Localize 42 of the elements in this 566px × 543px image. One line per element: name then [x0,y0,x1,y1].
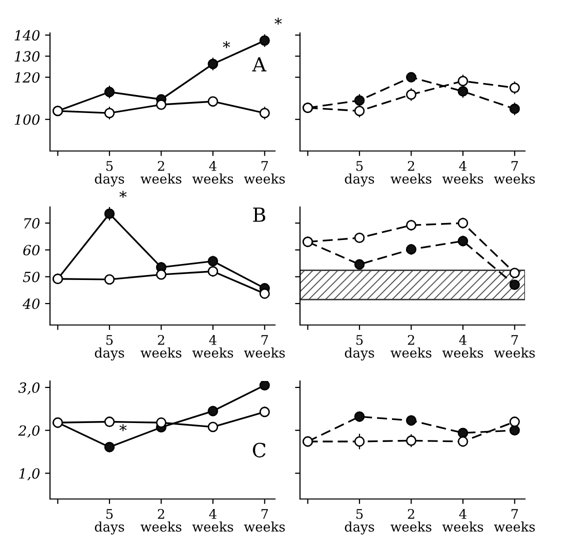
y-tick-label: 50 [22,272,40,282]
x-tick-label: 2 weeks [390,160,432,184]
y-tick-label: 130 [14,51,40,62]
x-tick-label: 7 weeks [244,161,285,184]
x-tick-label: 5 days [94,509,124,534]
x-tick-label: 7 weeks [494,335,535,358]
x-tick-label: 5 days [344,509,374,534]
x-tick-label: 2 weeks [390,508,432,532]
x-tick-label: 5 days [344,335,374,360]
x-tick-label: 7 weeks [494,161,535,184]
y-tick-label: 140 [14,30,40,41]
x-tick-label: 4 weeks [192,334,234,358]
x-tick-label: 7 weeks [244,509,285,532]
y-tick-label: 3,0 [18,382,40,395]
x-tick-label: 4 weeks [442,160,484,184]
annotation: * [119,424,127,432]
annotation: * [119,190,127,198]
x-tick-label: 4 weeks [192,508,234,532]
annotation: A [252,57,266,72]
y-tick-label: 60 [23,244,40,256]
x-tick-label: 2 weeks [140,334,182,358]
y-tick-label: 1,0 [19,468,40,480]
x-tick-label: 7 weeks [244,335,285,358]
annotation: B [253,208,266,222]
x-tick-label: 2 weeks [140,508,182,532]
y-tick-label: 40 [22,298,40,310]
y-tick-label: 2,0 [18,425,40,438]
x-tick-label: 5 days [94,335,124,360]
annotation: C [252,442,266,458]
x-tick-label: 4 weeks [442,334,484,358]
y-tick-label: 100 [14,114,40,125]
x-tick-label: 7 weeks [494,509,535,532]
y-tick-label: 120 [14,72,40,83]
x-tick-label: 2 weeks [140,160,182,184]
x-tick-label: 4 weeks [192,160,234,184]
annotation: * [222,41,230,48]
x-tick-label: 5 days [94,161,124,186]
x-tick-label: 4 weeks [442,508,484,532]
annotation: * [274,18,282,25]
x-tick-label: 5 days [344,161,374,186]
y-tick-label: 70 [24,218,40,229]
x-tick-label: 2 weeks [390,334,432,358]
